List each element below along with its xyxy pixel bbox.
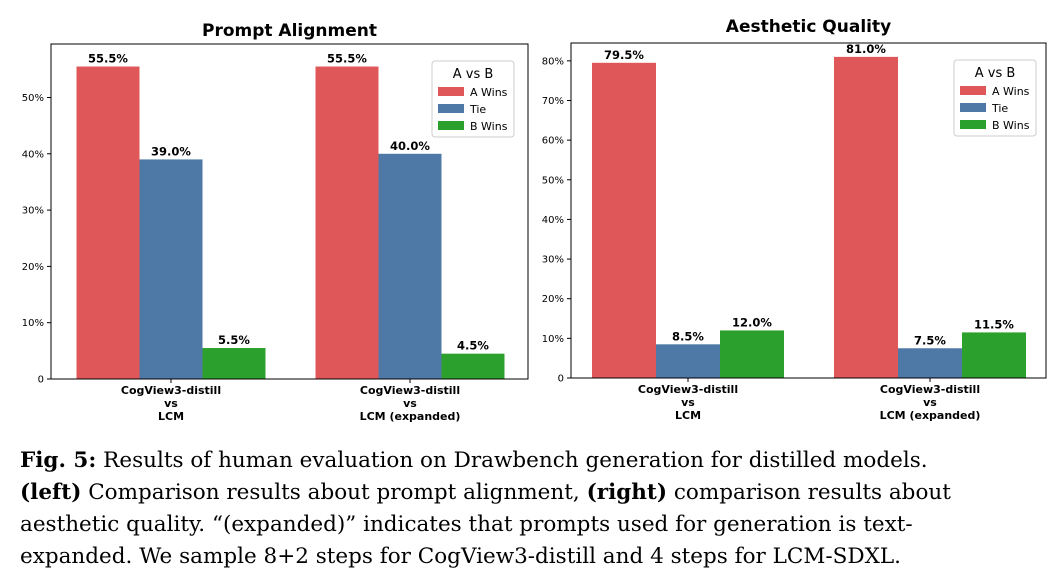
- caption-line-4: expanded. We sample 8+2 steps for CogVie…: [20, 544, 902, 569]
- y-tick-label: 20%: [542, 294, 564, 305]
- bar-value-label: 39.0%: [151, 144, 191, 158]
- y-tick-label: 0: [558, 374, 564, 385]
- x-tick-label: vs: [923, 396, 937, 409]
- x-tick-label: LCM (expanded): [360, 410, 461, 423]
- figure-caption: Fig. 5: Results of human evaluation on D…: [20, 445, 1056, 573]
- caption-line-1: Fig. 5: Results of human evaluation on D…: [20, 445, 1056, 477]
- x-tick-label: CogView3-distill: [360, 384, 460, 397]
- bar-value-label: 5.5%: [218, 333, 250, 347]
- bar: [898, 348, 962, 378]
- y-tick-label: 30%: [22, 206, 44, 217]
- y-tick-label: 0: [38, 375, 44, 386]
- y-tick-label: 20%: [22, 262, 44, 273]
- chart-title: Aesthetic Quality: [726, 17, 891, 37]
- caption-line-3: aesthetic quality. “(expanded)” indicate…: [20, 512, 913, 537]
- bar-value-label: 40.0%: [390, 139, 430, 153]
- figure: Prompt Alignment 55.5% 39.0% 5.5% CogView3-d…: [22, 17, 1047, 423]
- x-tick-label: vs: [403, 397, 417, 410]
- bar-value-label: 8.5%: [672, 329, 704, 343]
- caption-left-tag: (left): [20, 480, 82, 505]
- y-tick-label: 50%: [22, 93, 44, 104]
- caption-text-2b: comparison results about: [667, 480, 951, 505]
- y-tick-label: 40%: [542, 215, 564, 226]
- bar: [378, 153, 442, 379]
- y-tick-label: 50%: [542, 175, 564, 186]
- x-tick-label: LCM: [158, 410, 184, 423]
- legend-swatch: [960, 103, 986, 112]
- caption-text-2a: Comparison results about prompt alignmen…: [81, 480, 587, 505]
- x-tick-label: CogView3-distill: [638, 383, 738, 396]
- legend-label: Tie: [469, 103, 486, 116]
- y-tick-label: 40%: [22, 149, 44, 160]
- x-tick-label: CogView3-distill: [880, 383, 980, 396]
- x-tick-label: LCM: [675, 409, 701, 422]
- legend: A vs B A Wins Tie B Wins: [953, 59, 1037, 137]
- caption-text-1: Results of human evaluation on Drawbench…: [96, 448, 928, 473]
- bar: [962, 332, 1026, 378]
- y-tick-label: 30%: [542, 255, 564, 266]
- legend-box: [431, 60, 515, 138]
- bar-value-label: 55.5%: [327, 52, 367, 66]
- bar: [139, 159, 203, 379]
- legend-title: A vs B: [975, 66, 1016, 81]
- y-tick-label: 10%: [22, 318, 44, 329]
- legend-label: Tie: [991, 102, 1008, 115]
- bar-value-label: 81.0%: [846, 42, 886, 56]
- legend-swatch: [960, 120, 986, 129]
- bar-value-label: 7.5%: [914, 333, 946, 347]
- legend-label: B Wins: [470, 120, 508, 133]
- caption-right-tag: (right): [586, 480, 667, 505]
- x-tick-label: LCM (expanded): [880, 409, 981, 422]
- bar: [441, 353, 505, 379]
- chart-2: Aesthetic Quality 79.5% 8.5% 12.0% CogView3-…: [542, 17, 1047, 422]
- legend-title: A vs B: [453, 67, 494, 82]
- chart-1: Prompt Alignment 55.5% 39.0% 5.5% CogView3-d…: [22, 21, 529, 423]
- bar: [76, 66, 140, 380]
- bar-value-label: 11.5%: [974, 317, 1014, 331]
- legend-label: A Wins: [470, 86, 508, 99]
- caption-line-2: (left) Comparison results about prompt a…: [20, 477, 1056, 509]
- legend-swatch: [438, 121, 464, 130]
- bar: [656, 344, 720, 378]
- legend-box: [953, 59, 1037, 137]
- plot-frame: [570, 42, 1047, 379]
- legend: A vs B A Wins Tie B Wins: [431, 60, 515, 138]
- plot-frame: [50, 43, 529, 380]
- bar-value-label: 4.5%: [457, 339, 489, 353]
- y-tick-label: 60%: [542, 136, 564, 147]
- bar: [315, 66, 379, 380]
- x-tick-label: CogView3-distill: [121, 384, 221, 397]
- bar: [834, 56, 898, 379]
- y-tick-label: 10%: [542, 334, 564, 345]
- caption-label: Fig. 5:: [20, 448, 97, 473]
- chart-title: Prompt Alignment: [202, 21, 377, 41]
- bar: [720, 330, 784, 378]
- legend-swatch: [438, 104, 464, 113]
- bar-value-label: 79.5%: [604, 48, 644, 62]
- legend-label: A Wins: [992, 85, 1030, 98]
- legend-label: B Wins: [992, 119, 1030, 132]
- legend-swatch: [438, 87, 464, 96]
- y-tick-label: 70%: [542, 96, 564, 107]
- y-tick-label: 80%: [542, 56, 564, 67]
- x-tick-label: vs: [681, 396, 695, 409]
- bar: [202, 348, 266, 379]
- bar-value-label: 55.5%: [88, 52, 128, 66]
- legend-swatch: [960, 86, 986, 95]
- bar: [592, 62, 656, 379]
- bar-value-label: 12.0%: [732, 315, 772, 329]
- x-tick-label: vs: [164, 397, 178, 410]
